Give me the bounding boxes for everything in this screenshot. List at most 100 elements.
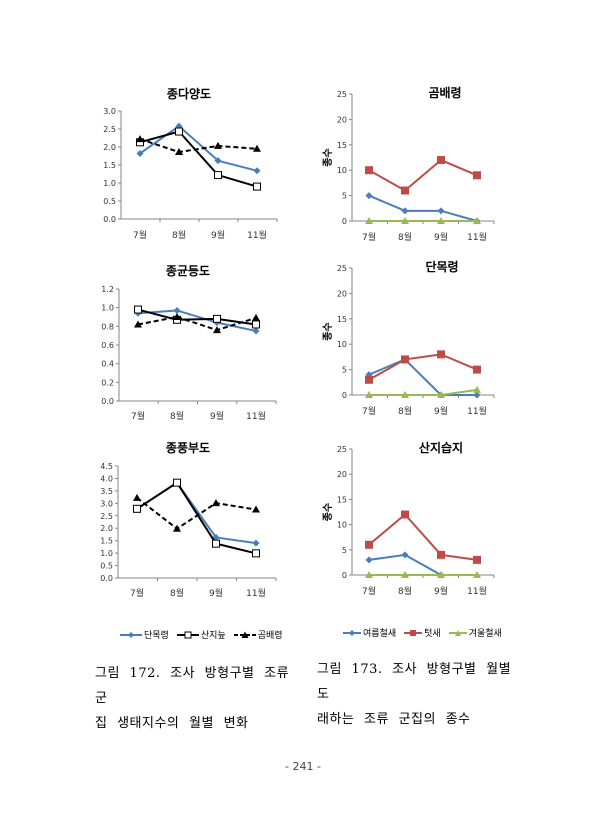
legend-label: 단목령	[144, 631, 169, 641]
series-line	[139, 125, 258, 172]
y-tick-label: 4.0	[100, 474, 113, 483]
series-겨울철새	[365, 385, 481, 398]
data-point	[252, 539, 260, 547]
green-triangle-line-icon	[448, 629, 467, 636]
y-axis-label: 종수	[322, 322, 334, 340]
chart-danmokryeong: 단목령 0 5 10 15 20 25 7월 8월 9월 11월 종수	[322, 259, 495, 417]
page-number: - 241 -	[285, 760, 321, 773]
y-tick-label: 25	[337, 264, 347, 273]
dashed-triangle-line-icon	[233, 631, 256, 638]
x-tick-label: 11월	[246, 410, 266, 422]
legend-item-resident: 텃새	[404, 626, 441, 639]
series-line	[368, 159, 478, 192]
y-tick-label: 0.5	[103, 197, 116, 206]
data-point	[473, 571, 481, 578]
data-point	[365, 375, 373, 384]
series-line	[139, 130, 258, 188]
blue-diamond-line-icon	[120, 631, 142, 638]
series-line	[368, 358, 477, 396]
y-tick-label: 5	[342, 192, 347, 201]
y-tick-label: 3.5	[100, 487, 113, 496]
y-tick-label: 0.6	[101, 341, 114, 350]
chart-title: 종풍부도	[166, 441, 210, 455]
y-tick-label: 0.0	[101, 397, 114, 406]
data-point	[213, 314, 221, 323]
x-tick-label: 7월	[362, 231, 376, 243]
data-point	[175, 127, 183, 136]
data-point	[437, 571, 445, 578]
data-point	[473, 555, 481, 564]
legend-label: 겨울철새	[468, 629, 502, 639]
x-tick-label: 11월	[247, 229, 267, 241]
data-point	[252, 320, 260, 329]
caption-line: 집 생태지수의 월별 변화	[95, 716, 249, 731]
x-tick-label: 11월	[467, 585, 487, 597]
series-텃새	[365, 510, 481, 564]
data-point	[365, 556, 373, 564]
data-point	[253, 144, 261, 152]
y-tick-label: 2.5	[103, 125, 116, 134]
y-tick-label: 1.2	[101, 285, 114, 294]
data-point	[252, 505, 260, 513]
x-tick-label: 8월	[398, 231, 412, 243]
chart-evenness: 종균등도 0.0 0.2 0.4 0.6 0.8 1.0 1.2 7월 8월 9월 11월	[101, 264, 277, 422]
series-곰배령	[136, 135, 261, 156]
series-곰배령	[133, 493, 260, 532]
y-tick-label: 4.5	[100, 462, 113, 471]
data-point	[252, 549, 260, 558]
caption-figure-173: 그림 173. 조사 방형구별 월별 도 래하는 조류 군집의 종수	[317, 657, 527, 732]
legend-item-summer: 여름철새	[343, 626, 396, 639]
y-axis-label: 종수	[322, 148, 334, 166]
data-point	[365, 166, 373, 175]
legend-left: 단목령 산지늪 곰배령	[120, 628, 283, 641]
y-tick-label: 20	[337, 289, 347, 298]
data-point	[136, 149, 144, 157]
y-tick-label: 0.2	[101, 378, 114, 387]
series-line	[368, 513, 478, 561]
x-tick-label: 7월	[131, 410, 145, 422]
x-tick-label: 7월	[362, 585, 376, 597]
legend-right: 여름철새 텃새 겨울철새	[343, 626, 502, 639]
x-tick-label: 11월	[467, 405, 487, 417]
data-point	[212, 539, 220, 548]
x-tick-label: 9월	[434, 405, 448, 417]
legend-label: 산지늪	[200, 631, 226, 641]
y-tick-label: 3.0	[103, 107, 116, 116]
data-point	[136, 135, 144, 143]
y-tick-label: 1.0	[103, 179, 116, 188]
y-tick-label: 0	[342, 571, 347, 580]
x-tick-label: 11월	[467, 231, 487, 243]
chart-title: 종균등도	[166, 264, 210, 278]
legend-item-danmokryeong: 단목령	[120, 628, 169, 641]
series-곰배령	[134, 313, 260, 334]
x-tick-label: 9월	[211, 229, 225, 241]
data-point	[473, 391, 481, 399]
y-tick-label: 5	[342, 546, 347, 555]
series-line	[137, 309, 257, 332]
data-point	[401, 551, 409, 559]
chart-title: 종다양도	[167, 86, 211, 101]
legend-label: 곰배령	[257, 631, 283, 641]
data-point	[365, 192, 373, 200]
x-tick-label: 9월	[209, 587, 223, 599]
y-tick-label: 10	[337, 521, 347, 530]
chart-title: 단목령	[425, 259, 458, 274]
data-point	[437, 207, 445, 215]
data-point	[365, 217, 373, 224]
chart-title: 곰배령	[428, 85, 461, 100]
series-겨울철새	[365, 571, 481, 578]
series-line	[368, 194, 478, 222]
data-point	[175, 148, 183, 156]
data-point	[252, 313, 260, 321]
y-tick-label: 0.0	[103, 215, 116, 224]
y-tick-label: 0.4	[101, 360, 114, 369]
series-산지늪	[133, 478, 260, 558]
legend-label: 텃새	[424, 629, 441, 639]
y-tick-label: 10	[337, 340, 347, 349]
chart-gombaeryeong: 곰배령 0 5 10 15 20 25 7월 8월 9월 11월 종수	[322, 85, 495, 243]
caption-line: 그림 172. 조사 방형구별 조류 군	[95, 666, 290, 706]
legend-item-sanjineup: 산지늪	[176, 628, 226, 641]
y-tick-label: 0.5	[100, 562, 113, 571]
caption-figure-172: 그림 172. 조사 방형구별 조류 군 집 생태지수의 월별 변화	[95, 661, 295, 736]
